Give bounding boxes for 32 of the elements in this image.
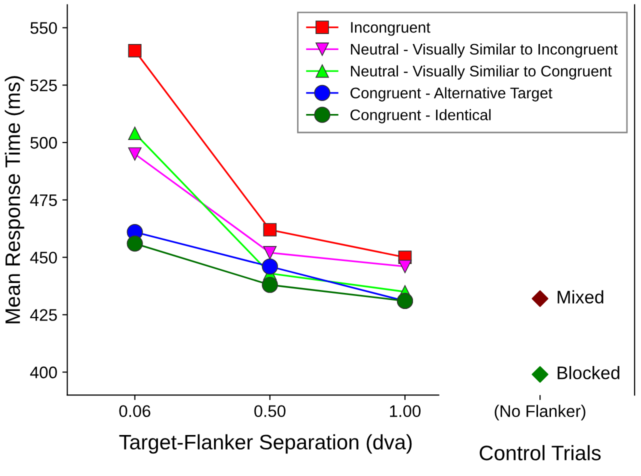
- y-tick-label: 425: [30, 309, 57, 321]
- y-tick-label: 500: [30, 136, 57, 149]
- point: [126, 235, 143, 252]
- x-tick-label: (No Flanker): [494, 404, 586, 420]
- y-tick-label: 525: [30, 80, 57, 92]
- y-axis-title: Mean Response Time (ms): [4, 76, 24, 324]
- x-tick-label: 1.00: [390, 405, 421, 418]
- legend-label: Neutral - Visually Similiar to Congruent: [350, 65, 612, 80]
- point: [128, 126, 142, 140]
- text: Control Trials: [480, 445, 601, 460]
- point: [262, 276, 278, 293]
- x-tick-label: 0.50: [254, 405, 286, 418]
- legend-label: Incongruent: [351, 22, 430, 36]
- x-tick-label: 0.06: [119, 405, 150, 418]
- series-label: Mixed: [558, 290, 604, 304]
- y-tick-label: 550: [30, 22, 57, 34]
- x-axis-title: Target-Flanker Separation (dva): [119, 434, 412, 454]
- point: [128, 147, 142, 161]
- point: [532, 366, 548, 383]
- point: [128, 44, 142, 58]
- point: [398, 260, 412, 274]
- legend-label: Neutral - Visually Similar to Incongruent: [350, 43, 618, 58]
- point: [532, 290, 548, 307]
- point: [263, 223, 277, 236]
- legend-label: Congruent - Identical: [350, 109, 491, 124]
- y-tick-label: 400: [30, 366, 57, 378]
- point: [263, 246, 277, 260]
- legend-label: Congruent - Alternative Target: [350, 87, 552, 102]
- y-tick-label: 475: [30, 194, 57, 206]
- series-label: Blocked: [558, 366, 620, 380]
- point: [262, 258, 278, 275]
- y-tick-label: 450: [30, 252, 57, 264]
